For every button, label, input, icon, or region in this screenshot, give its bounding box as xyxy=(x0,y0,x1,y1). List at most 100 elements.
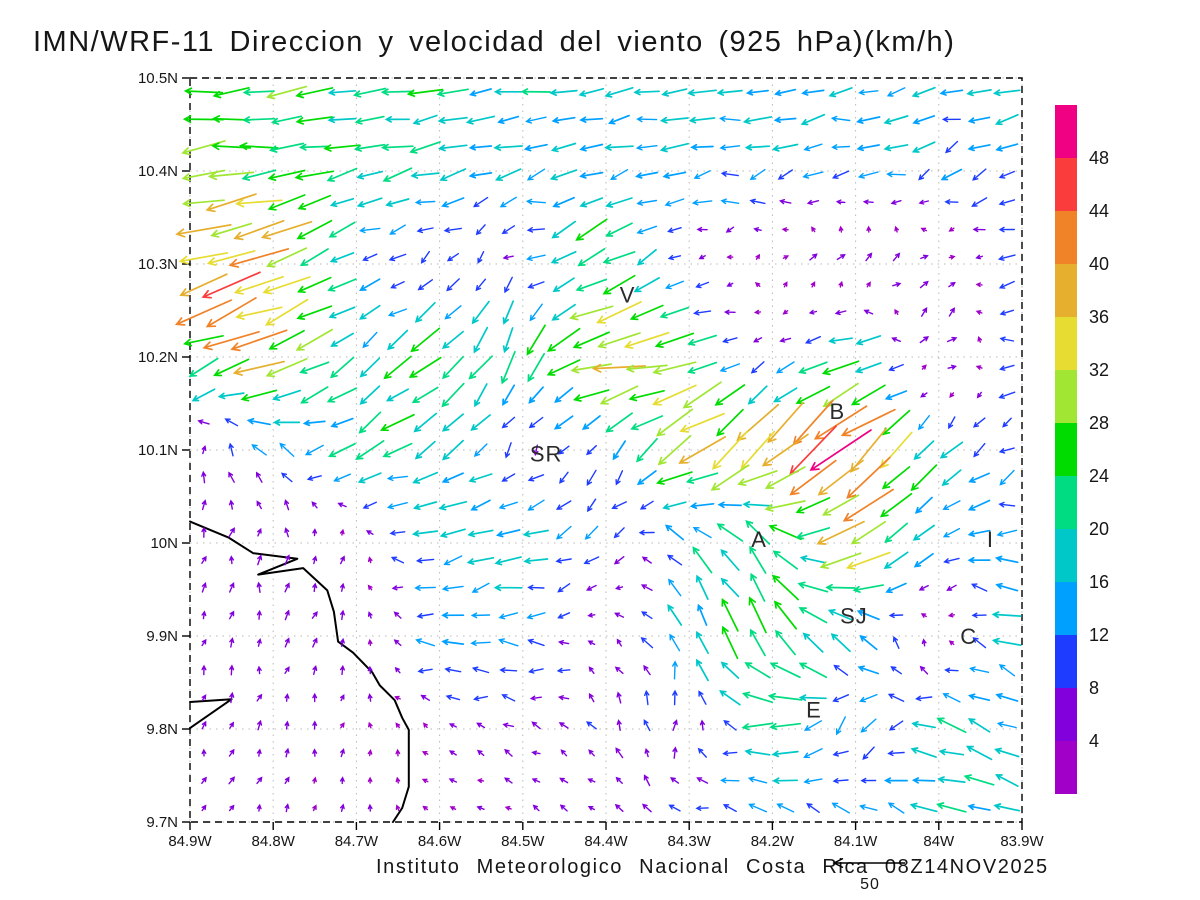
wind-vector xyxy=(913,552,934,568)
wind-vector xyxy=(228,442,234,457)
wind-vector xyxy=(915,695,933,702)
wind-vector xyxy=(359,385,381,405)
wind-vector xyxy=(716,89,743,96)
wind-vector xyxy=(885,582,907,594)
wind-vector xyxy=(264,298,309,326)
wind-vector xyxy=(834,310,847,316)
wind-vector xyxy=(769,722,802,731)
wind-vector xyxy=(441,638,465,646)
wind-vector xyxy=(416,227,434,234)
wind-vector xyxy=(798,607,828,624)
wind-vector xyxy=(859,804,878,811)
wind-vector xyxy=(579,171,604,179)
wind-vector xyxy=(439,168,467,182)
wind-vector xyxy=(641,611,653,620)
wind-vector xyxy=(910,747,937,758)
wind-vector xyxy=(523,143,548,152)
wind-vector xyxy=(579,116,604,123)
wind-vector xyxy=(284,666,290,674)
wind-vector xyxy=(911,86,936,98)
wind-vector xyxy=(579,197,604,208)
y-tick-label: 10.1N xyxy=(138,442,178,459)
wind-vector xyxy=(809,253,818,261)
wind-vector xyxy=(913,440,935,461)
wind-vector xyxy=(747,385,768,405)
wind-vector xyxy=(643,664,651,676)
wind-vector xyxy=(753,227,762,232)
colorbar-tick-label: 44 xyxy=(1089,201,1109,221)
wind-vector xyxy=(382,167,413,182)
wind-vector xyxy=(586,469,597,486)
wind-vector xyxy=(473,695,488,702)
wind-vector xyxy=(340,637,345,647)
wind-vector xyxy=(555,500,572,510)
wind-vector xyxy=(698,690,707,705)
wind-vector xyxy=(883,777,908,784)
wind-vector xyxy=(470,612,491,619)
wind-vector xyxy=(604,86,634,98)
wind-vector xyxy=(412,114,438,125)
wind-vector xyxy=(995,582,1019,592)
wind-vector xyxy=(421,778,429,784)
wind-vector xyxy=(909,802,938,813)
wind-vector xyxy=(529,303,543,322)
wind-vector xyxy=(994,113,1019,126)
wind-vector xyxy=(664,280,684,290)
wind-vector xyxy=(339,528,345,536)
wind-vector xyxy=(354,115,385,125)
wind-vector xyxy=(945,140,959,154)
wind-vector xyxy=(355,440,385,461)
wind-vector xyxy=(233,275,284,295)
wind-vector xyxy=(661,88,688,97)
wind-vector xyxy=(636,225,658,235)
wind-vector xyxy=(471,582,490,593)
wind-vector xyxy=(257,527,262,537)
wind-vector xyxy=(971,612,987,619)
wind-vector xyxy=(947,612,955,618)
wind-vector xyxy=(726,282,734,287)
wind-vector xyxy=(998,501,1016,508)
wind-vector xyxy=(181,169,226,182)
wind-vector xyxy=(357,472,382,484)
wind-vector xyxy=(559,471,569,484)
wind-vector xyxy=(284,747,290,758)
wind-vector xyxy=(831,144,851,150)
wind-vector xyxy=(996,529,1018,537)
wind-vector xyxy=(577,248,606,267)
wind-vector xyxy=(306,475,322,481)
reference-vector-arrow xyxy=(832,857,905,869)
wind-vector xyxy=(633,277,660,293)
wind-vector xyxy=(669,777,680,784)
wind-vector xyxy=(256,776,263,785)
wind-vector xyxy=(417,279,433,291)
wind-vector xyxy=(304,444,324,456)
wind-vector xyxy=(465,115,496,125)
wind-vector xyxy=(179,273,228,297)
wind-vector xyxy=(635,144,658,151)
wind-vector xyxy=(866,281,871,288)
wind-vector xyxy=(367,665,373,675)
wind-vector xyxy=(811,226,816,233)
wind-vector xyxy=(972,168,987,181)
wind-vector xyxy=(821,360,860,376)
wind-vector xyxy=(860,718,877,733)
wind-vector xyxy=(232,360,285,376)
wind-vector xyxy=(719,690,741,706)
wind-vector xyxy=(284,554,290,566)
wind-vector xyxy=(616,719,622,731)
wind-vector xyxy=(549,89,578,97)
wind-vector xyxy=(773,116,797,124)
wind-vector xyxy=(356,170,384,180)
wind-vector xyxy=(615,470,624,486)
x-tick-label: 84W xyxy=(923,833,955,850)
wind-vector xyxy=(238,142,279,151)
wind-vector xyxy=(659,116,689,124)
wind-vector xyxy=(529,695,542,701)
wind-vector xyxy=(920,227,928,233)
x-tick-label: 84.3W xyxy=(668,833,712,850)
wind-vector xyxy=(888,720,904,731)
wind-vector xyxy=(311,501,318,509)
wind-vector xyxy=(525,116,547,124)
wind-vector xyxy=(941,469,962,487)
wind-vector xyxy=(749,545,767,574)
